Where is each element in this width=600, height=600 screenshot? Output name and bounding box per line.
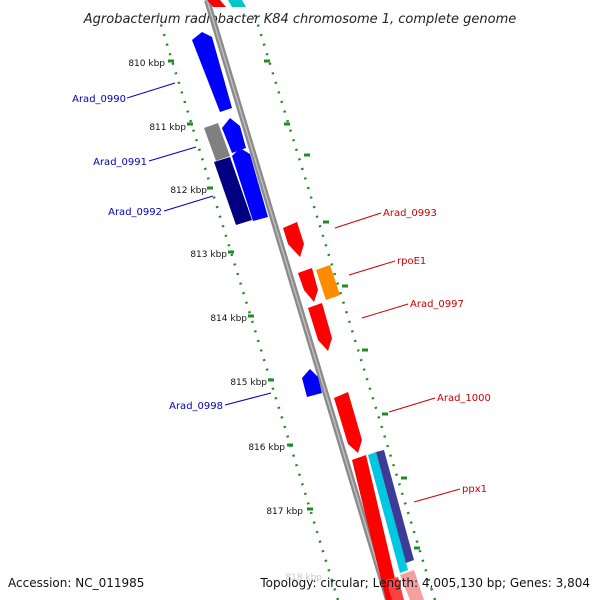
gene-label-arad-1000[interactable]: Arad_1000	[437, 393, 491, 404]
genome-summary-text: Topology: circular; Length: 4,005,130 bp…	[259, 576, 590, 590]
map-title: Agrobacterium radiobacter K84 chromosome…	[83, 12, 516, 27]
tick-label: 815 kbp	[230, 378, 267, 388]
gene-arrow-reverse	[302, 369, 322, 397]
leader-line	[413, 488, 461, 503]
gene-arrow-reverse	[192, 32, 232, 112]
gene-arrow-forward	[308, 303, 332, 351]
gene-arrow-forward	[283, 222, 304, 257]
tick-label: 814 kbp	[210, 314, 247, 324]
leader-line	[334, 212, 382, 229]
tick-label: 811 kbp	[149, 123, 186, 133]
gene-label-rpoe1[interactable]: rpoE1	[397, 256, 426, 267]
right-gene-labels: Arad_0993 rpoE1 Arad_0997 Arad_1000 ppx1	[334, 208, 491, 503]
tick-label: 810 kbp	[128, 59, 165, 69]
tick-label: 813 kbp	[190, 250, 227, 260]
gene-arrow-reverse	[222, 118, 246, 153]
leader-line	[148, 146, 197, 162]
gene-arrow-cyan	[368, 452, 408, 573]
gene-arrow-navy	[376, 450, 414, 563]
gene-label-ppx1[interactable]: ppx1	[462, 484, 487, 495]
tick-label: 812 kbp	[170, 186, 207, 196]
gene-arrow-dark	[214, 157, 252, 225]
gene-label-arad-0998[interactable]: Arad_0998	[169, 401, 223, 412]
gene-arrow	[207, 0, 226, 7]
backbone-highlight	[206, 0, 389, 600]
leader-line	[163, 195, 214, 212]
tick-label-faded: 818 kbp	[285, 573, 322, 583]
major-ticks-right	[264, 59, 420, 550]
left-tick-rail	[156, 14, 340, 600]
gene-label-arad-0991[interactable]: Arad_0991	[93, 157, 147, 168]
gene-label-arad-0993[interactable]: Arad_0993	[383, 208, 437, 219]
tick-label: 817 kbp	[266, 507, 303, 517]
major-ticks-left	[168, 59, 313, 511]
leader-line	[126, 82, 176, 99]
leader-line	[388, 397, 436, 413]
leader-line	[224, 392, 272, 406]
gene-arrow-pink	[400, 570, 424, 600]
tick-label: 816 kbp	[248, 443, 285, 453]
leader-line	[361, 303, 409, 319]
leader-line	[348, 260, 396, 276]
gene-arrow-gray	[204, 123, 230, 161]
gene-arrow-forward	[352, 455, 400, 600]
kbp-labels: 810 kbp 811 kbp 812 kbp 813 kbp 814 kbp …	[128, 59, 322, 583]
right-tick-rail	[253, 14, 437, 600]
gene-arrow-forward	[334, 392, 362, 453]
gene-arrow-forward	[298, 268, 318, 302]
gene-arrow-forward	[386, 577, 404, 600]
gene-arrow	[228, 0, 246, 7]
gene-label-arad-0997[interactable]: Arad_0997	[410, 299, 464, 310]
gene-arrow-reverse	[232, 148, 268, 221]
gene-arrow-orange	[316, 265, 340, 300]
left-gene-labels: Arad_0990 Arad_0991 Arad_0992 Arad_0998	[72, 82, 272, 412]
accession-text: Accession: NC_011985	[8, 576, 144, 590]
gene-label-arad-0990[interactable]: Arad_0990	[72, 94, 126, 105]
gene-label-arad-0992[interactable]: Arad_0992	[108, 207, 162, 218]
